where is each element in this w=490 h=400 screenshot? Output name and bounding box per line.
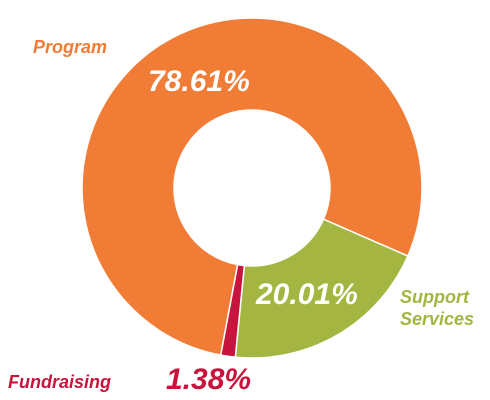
data-label: 20.01% bbox=[256, 278, 358, 311]
data-label: 78.61% bbox=[148, 65, 250, 98]
legend-label: Support Services bbox=[400, 287, 475, 329]
slice bbox=[219, 263, 246, 358]
data-label: 1.38% bbox=[166, 363, 252, 396]
slice bbox=[81, 17, 423, 356]
legend-label: Program bbox=[33, 37, 108, 57]
slice bbox=[234, 218, 409, 359]
legend-label: Fundraising bbox=[8, 372, 111, 392]
